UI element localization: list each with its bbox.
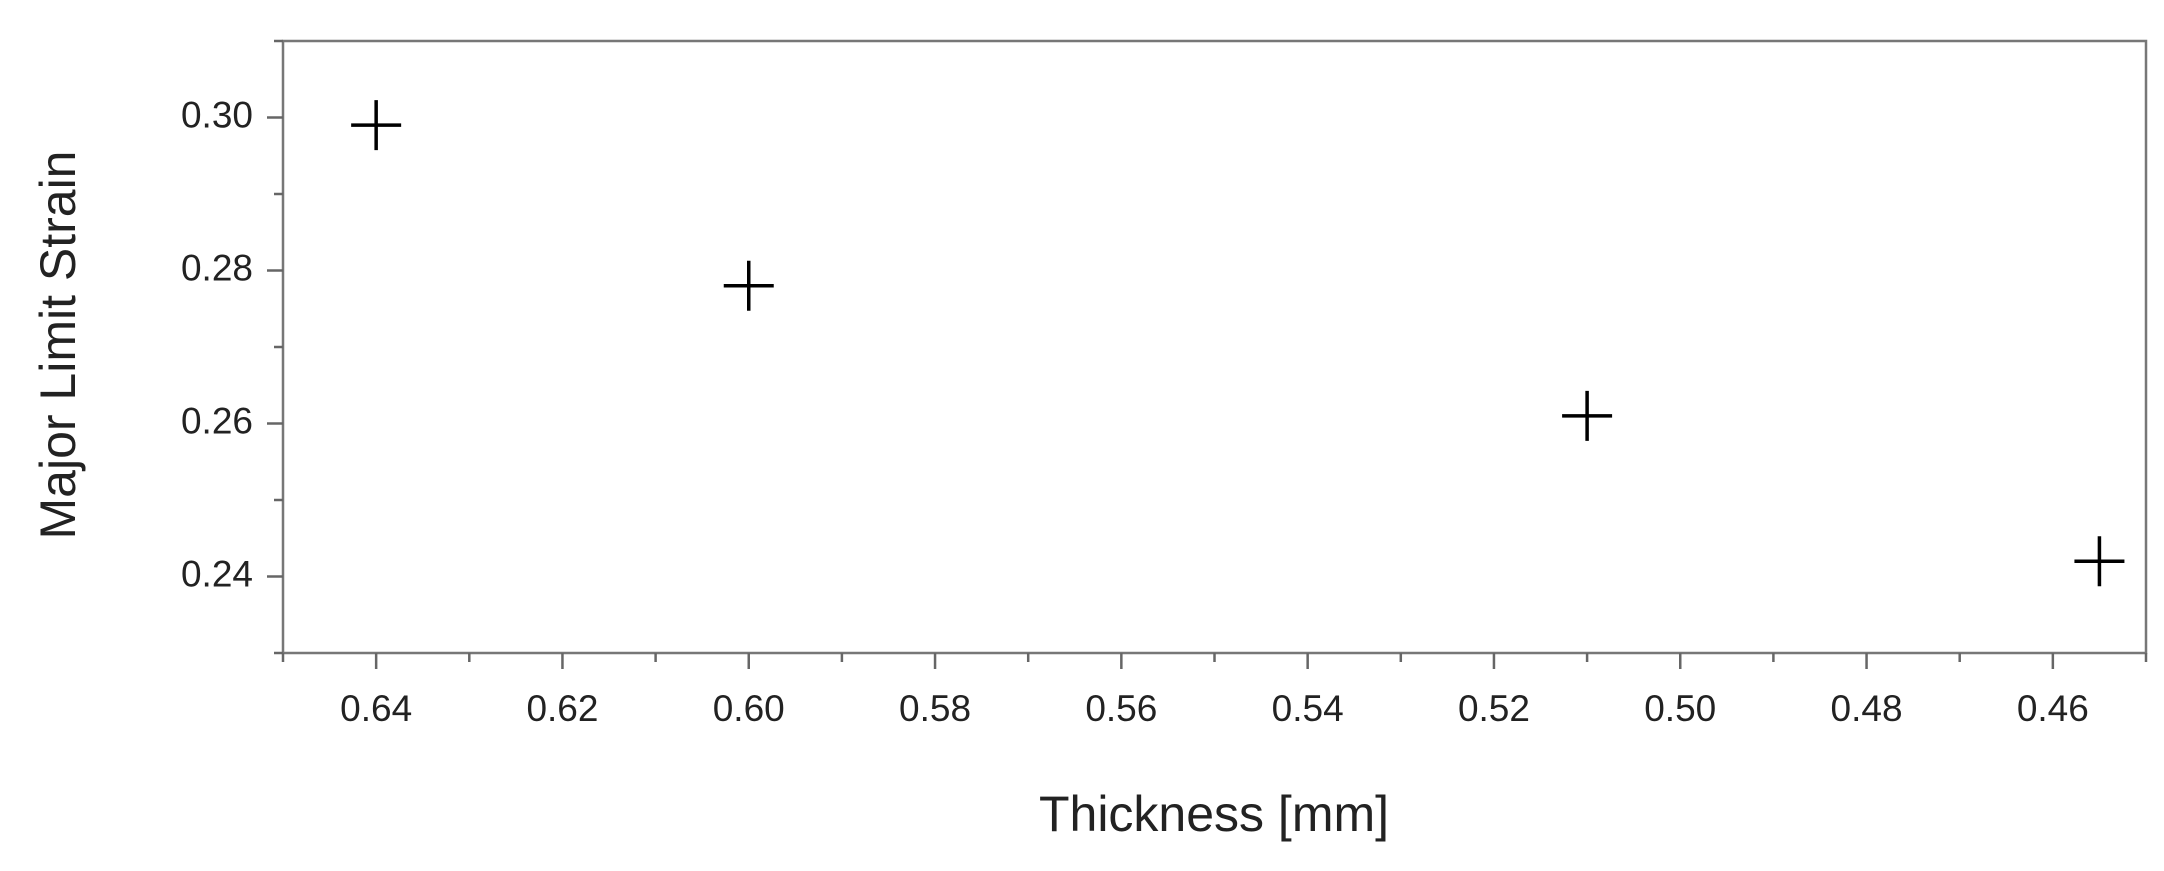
y-tick-label: 0.28 <box>181 247 253 288</box>
x-axis-title: Thickness [mm] <box>1039 786 1389 842</box>
x-tick-label: 0.54 <box>1272 688 1344 729</box>
x-tick-label: 0.58 <box>899 688 971 729</box>
x-tick-label: 0.60 <box>713 688 785 729</box>
x-tick-label: 0.64 <box>340 688 412 729</box>
y-tick-label: 0.26 <box>181 400 253 441</box>
x-tick-label: 0.62 <box>526 688 598 729</box>
data-point <box>351 100 402 151</box>
x-tick-label: 0.52 <box>1458 688 1530 729</box>
x-tick-label: 0.46 <box>2017 688 2089 729</box>
x-tick-label: 0.48 <box>1831 688 1903 729</box>
plot-frame <box>281 39 2148 655</box>
x-tick-label: 0.50 <box>1644 688 1716 729</box>
data-point <box>2074 536 2125 587</box>
y-tick-label: 0.30 <box>181 94 253 135</box>
x-tick-label: 0.56 <box>1085 688 1157 729</box>
y-tick-label: 0.24 <box>181 553 253 594</box>
data-point <box>723 260 774 311</box>
y-axis-title: Major Limit Strain <box>30 151 86 540</box>
data-point <box>1562 390 1613 441</box>
